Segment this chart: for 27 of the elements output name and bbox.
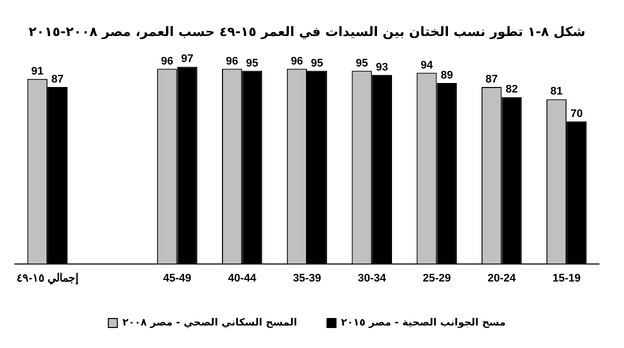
data-label: 96 — [226, 55, 238, 68]
x-tick-label: إجمالي ١٥-٤٩ — [16, 272, 78, 286]
data-label: 87 — [485, 74, 498, 86]
x-tick-label: 45-49 — [163, 272, 192, 284]
legend-label: المسح السكاني الصحي - مصر ٢٠٠٨ — [122, 318, 298, 329]
data-label: 95 — [310, 57, 324, 70]
data-label: 70 — [570, 108, 583, 120]
data-label: 93 — [376, 61, 388, 74]
data-label: 87 — [51, 74, 64, 86]
data-label: 95 — [356, 57, 368, 70]
data-label: 82 — [506, 84, 518, 96]
chart-title: شكل ٨-١ تطور نسب الختان بين السيدات في العمر ١٥-٤٩ حسب العمر، مصر ٢٠٠٨-٢٠١٥ — [28, 25, 586, 40]
data-label: 91 — [31, 65, 44, 78]
data-label: 97 — [181, 53, 194, 66]
data-label: 96 — [161, 55, 174, 68]
data-label: 81 — [550, 86, 563, 98]
x-tick-label: 15-19 — [552, 272, 581, 284]
x-tick-label: 30-34 — [358, 272, 387, 284]
data-label: 89 — [440, 69, 453, 82]
data-label: 96 — [290, 55, 304, 68]
legend-label: مسح الجوانب الصحية - مصر ٢٠١٥ — [341, 318, 506, 329]
x-tick-label: 40-44 — [228, 272, 258, 284]
x-tick-label: 35-39 — [292, 272, 322, 284]
data-label: 94 — [420, 59, 434, 72]
x-tick-label: 20-24 — [488, 272, 517, 284]
data-label: 95 — [246, 57, 258, 70]
x-tick-label: 25-29 — [422, 272, 451, 284]
